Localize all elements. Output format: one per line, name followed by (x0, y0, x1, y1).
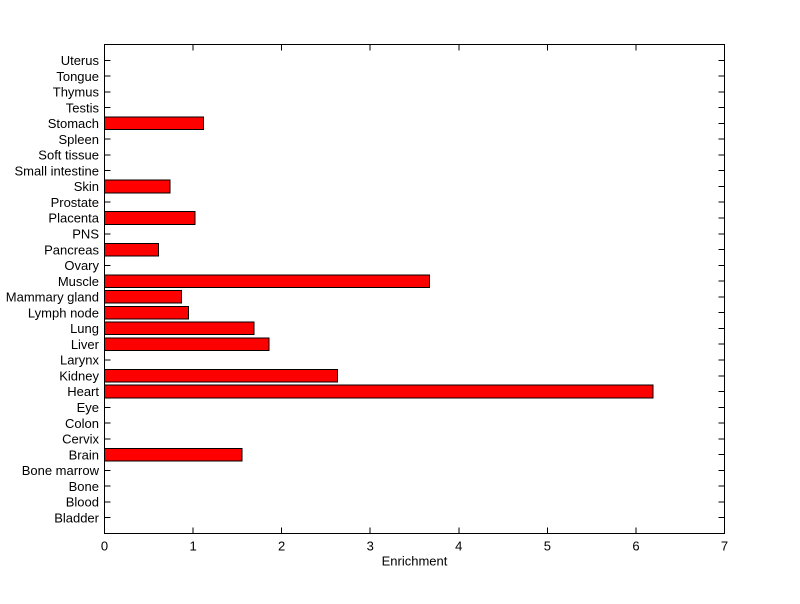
svg-text:Kidney: Kidney (59, 368, 99, 383)
svg-text:Thymus: Thymus (53, 85, 100, 100)
svg-text:Ovary: Ovary (64, 258, 99, 273)
svg-text:Lymph node: Lymph node (28, 305, 99, 320)
svg-text:Pancreas: Pancreas (44, 242, 99, 257)
svg-text:4: 4 (455, 539, 462, 554)
svg-text:Stomach: Stomach (48, 116, 99, 131)
svg-text:Testis: Testis (66, 100, 100, 115)
svg-text:Bladder: Bladder (54, 510, 99, 525)
svg-text:2: 2 (278, 539, 285, 554)
svg-text:Skin: Skin (74, 179, 99, 194)
svg-text:Bone marrow: Bone marrow (22, 463, 100, 478)
svg-text:1: 1 (189, 539, 196, 554)
svg-text:Eye: Eye (77, 400, 99, 415)
svg-text:Mammary gland: Mammary gland (6, 290, 99, 305)
svg-text:Lung: Lung (70, 321, 99, 336)
svg-text:Tongue: Tongue (56, 69, 99, 84)
svg-text:PNS: PNS (72, 226, 99, 241)
svg-text:0: 0 (101, 539, 108, 554)
svg-text:Brain: Brain (69, 447, 99, 462)
svg-text:Heart: Heart (67, 384, 99, 399)
svg-text:Enrichment: Enrichment (382, 554, 448, 569)
svg-text:Colon: Colon (65, 416, 99, 431)
svg-text:6: 6 (632, 539, 639, 554)
svg-text:Blood: Blood (66, 495, 99, 510)
svg-text:Small intestine: Small intestine (14, 163, 99, 178)
svg-text:Spleen: Spleen (59, 132, 99, 147)
svg-text:Uterus: Uterus (61, 53, 100, 68)
svg-text:Prostate: Prostate (51, 195, 99, 210)
svg-text:Muscle: Muscle (58, 274, 99, 289)
svg-text:Soft tissue: Soft tissue (38, 148, 99, 163)
svg-text:Bone: Bone (69, 479, 99, 494)
svg-text:Placenta: Placenta (48, 211, 99, 226)
svg-text:Larynx: Larynx (60, 353, 100, 368)
svg-text:Liver: Liver (71, 337, 100, 352)
svg-text:3: 3 (367, 539, 374, 554)
svg-text:7: 7 (721, 539, 728, 554)
svg-text:Cervix: Cervix (62, 432, 99, 447)
svg-text:5: 5 (544, 539, 551, 554)
